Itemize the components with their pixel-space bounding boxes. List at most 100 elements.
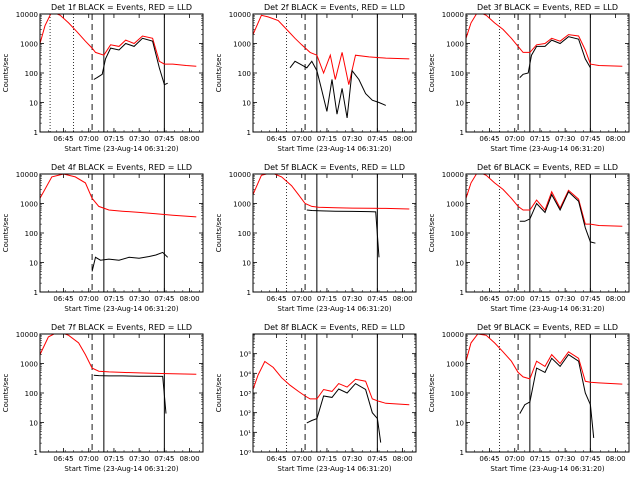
x-tick-label: 07:45 [154, 135, 174, 143]
time-markers [499, 174, 591, 292]
y-tick-label: 1000 [233, 41, 251, 49]
y-tick-label: 1000 [20, 361, 38, 369]
x-tick-label: 07:00 [505, 135, 525, 143]
x-tick-label: 07:45 [580, 295, 600, 303]
time-markers [91, 174, 165, 292]
y-tick-label: 1000 [20, 201, 38, 209]
x-tick-label: 07:00 [292, 455, 312, 463]
x-tick-label: 07:15 [104, 135, 124, 143]
time-markers [286, 14, 378, 132]
x-tick-label: 06:45 [53, 295, 73, 303]
y-tick-label: 100 [238, 70, 251, 78]
y-tick-label: 1 [247, 129, 251, 137]
y-tick-label: 10 [29, 100, 38, 108]
y-axis-label: Counts/sec [2, 214, 10, 253]
chart-title: Det 2f BLACK = Events, RED = LLD [264, 3, 405, 12]
x-tick-label: 07:45 [367, 455, 387, 463]
y-tick-label: 1 [34, 449, 38, 457]
x-tick-label: 06:45 [266, 455, 286, 463]
y-tick-label: 10 [455, 420, 464, 428]
y-axis-label: Counts/sec [215, 374, 223, 413]
time-markers [499, 334, 591, 452]
chart-panel: Det 5f BLACK = Events, RED = LLD 1 10 100 10… [215, 163, 417, 313]
lld-series-line [466, 174, 623, 227]
x-tick-label: 06:45 [266, 295, 286, 303]
y-tick-label: 1000 [446, 41, 464, 49]
plot-frame [39, 333, 204, 453]
chart-title: Det 9f BLACK = Events, RED = LLD [477, 323, 618, 332]
plot-frame [39, 173, 204, 293]
plot-frame [465, 173, 630, 293]
x-tick-label: 07:00 [79, 135, 99, 143]
x-tick-label: 07:45 [154, 295, 174, 303]
y-tick-label: 100 [25, 70, 38, 78]
y-tick-label: 10000 [16, 331, 38, 339]
chart-panel: Det 6f BLACK = Events, RED = LLD 1 10 100 10… [428, 163, 630, 313]
chart-panel: Det 4f BLACK = Events, RED = LLD 1 10 100 10… [2, 163, 204, 313]
series-group [40, 334, 197, 414]
x-axis-label: Start Time (23-Aug-14 06:31:20) [64, 305, 178, 313]
x-tick-label: 07:00 [505, 295, 525, 303]
y-tick-label: 10000 [442, 11, 464, 19]
series-group [40, 14, 197, 86]
y-tick-label: 1 [247, 289, 251, 297]
chart-title: Det 8f BLACK = Events, RED = LLD [264, 323, 405, 332]
x-tick-label: 07:30 [129, 135, 149, 143]
x-tick-label: 07:15 [530, 455, 550, 463]
lld-series-line [40, 14, 197, 67]
x-tick-label: 08:00 [392, 455, 412, 463]
y-tick-label: 10² [239, 410, 251, 418]
y-tick-label: 10 [242, 260, 251, 268]
x-tick-label: 07:00 [505, 455, 525, 463]
y-tick-label: 100 [451, 390, 464, 398]
x-axis-label: Start Time (23-Aug-14 06:31:20) [277, 465, 391, 473]
y-tick-label: 100 [451, 70, 464, 78]
time-markers [49, 14, 165, 132]
y-tick-label: 10000 [229, 11, 251, 19]
chart-title: Det 6f BLACK = Events, RED = LLD [477, 163, 618, 172]
y-tick-label: 10 [29, 420, 38, 428]
events-series-line [93, 37, 168, 86]
x-tick-label: 08:00 [605, 135, 625, 143]
x-tick-label: 07:30 [555, 295, 575, 303]
lld-series-line [253, 14, 410, 85]
x-tick-label: 07:30 [342, 135, 362, 143]
series-group [253, 360, 410, 443]
chart-panel: Det 3f BLACK = Events, RED = LLD 1 10 100 10… [428, 3, 630, 153]
y-tick-label: 1 [460, 449, 464, 457]
plot-frame [39, 13, 204, 133]
series-group [253, 14, 410, 118]
x-tick-label: 08:00 [179, 295, 199, 303]
y-tick-label: 100 [238, 230, 251, 238]
y-tick-label: 1 [34, 289, 38, 297]
lld-series-line [40, 334, 197, 375]
y-tick-label: 10000 [442, 331, 464, 339]
y-axis-label: Counts/sec [215, 54, 223, 93]
y-tick-label: 1000 [446, 361, 464, 369]
y-axis-label: Counts/sec [215, 214, 223, 253]
x-tick-label: 07:00 [79, 455, 99, 463]
x-tick-label: 07:15 [530, 295, 550, 303]
y-tick-label: 1000 [233, 201, 251, 209]
events-series-line [93, 374, 167, 414]
chart-title: Det 1f BLACK = Events, RED = LLD [51, 3, 192, 12]
events-series-line [519, 36, 591, 78]
time-markers [286, 174, 378, 292]
events-series-line [519, 190, 596, 244]
y-tick-label: 100 [25, 390, 38, 398]
plot-frame [252, 13, 417, 133]
y-tick-label: 1 [34, 129, 38, 137]
x-tick-label: 07:15 [317, 455, 337, 463]
events-series-line [306, 382, 382, 443]
x-tick-label: 06:45 [479, 295, 499, 303]
chart-title: Det 5f BLACK = Events, RED = LLD [264, 163, 405, 172]
series-group [466, 174, 623, 244]
plot-frame [465, 333, 630, 453]
y-tick-label: 100 [25, 230, 38, 238]
x-tick-label: 07:00 [292, 295, 312, 303]
lld-series-line [466, 334, 623, 385]
x-tick-label: 07:00 [79, 295, 99, 303]
y-tick-label: 10⁵ [239, 351, 251, 359]
x-tick-label: 08:00 [605, 295, 625, 303]
